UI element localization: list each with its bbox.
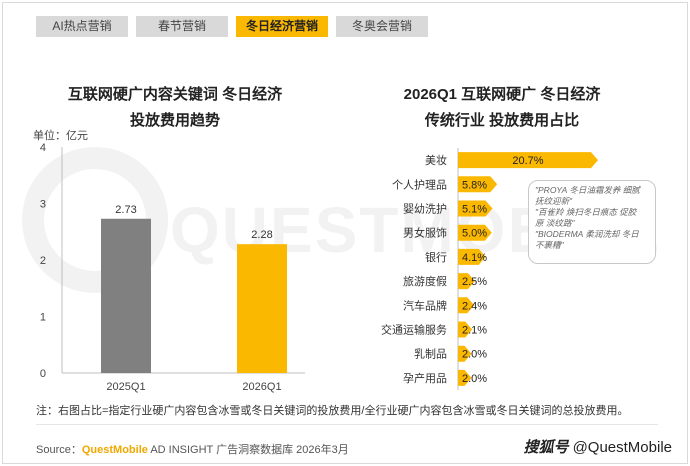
- hbar-美妆: [458, 152, 598, 169]
- hbar-婴幼洗护: [458, 200, 493, 217]
- left-chart-unit: 单位：亿元: [33, 130, 88, 142]
- hbar-value-label: 2.0%: [462, 349, 487, 361]
- right-chart-title-line2: 传统行业 投放费用占比: [424, 112, 580, 129]
- hbar-value-label: 2.4%: [462, 300, 487, 312]
- category-label: 婴幼洗护: [403, 202, 447, 216]
- hbar-value-label: 20.7%: [512, 155, 543, 167]
- hbar-value-label: 2.0%: [462, 373, 487, 385]
- publisher-logo: 搜狐号 @QuestMobile: [524, 436, 672, 457]
- right-chart-title: 2026Q1 互联网硬广 冬日经济 传统行业 投放费用占比: [372, 82, 632, 134]
- hbar-男女服饰: [458, 224, 492, 241]
- hbar-value-label: 2.1%: [462, 325, 487, 337]
- logo-mark: 搜狐号: [523, 439, 569, 456]
- hbar-孕产用品: [458, 369, 472, 386]
- hbar-银行: [458, 248, 486, 265]
- y-tick-label: 2: [40, 255, 46, 267]
- category-label: 美妆: [425, 154, 447, 167]
- hbar-汽车品牌: [458, 297, 475, 314]
- hbar-乳制品: [458, 345, 472, 362]
- left-chart-title-line2: 投放费用趋势: [129, 112, 220, 129]
- hbar-旅游度假: [458, 273, 475, 290]
- left-chart-title-line1: 互联网硬广内容关键词 冬日经济: [67, 86, 283, 103]
- y-tick-label: 4: [40, 142, 46, 154]
- category-label: 银行: [425, 250, 447, 264]
- bar-value-label: 2.28: [251, 229, 272, 241]
- category-label: 孕产用品: [403, 371, 447, 385]
- hbar-value-label: 5.8%: [462, 179, 487, 191]
- bar-value-label: 2.73: [115, 204, 136, 216]
- x-tick-label: 2026Q1: [242, 381, 281, 393]
- y-tick-label: 1: [40, 312, 46, 324]
- brand-callout: "PROYA 冬日油霜发养 细腻 抚纹迎新" "百雀羚 焕扫冬日痕态 促胶 原 …: [528, 180, 656, 264]
- source-prefix: Source：: [36, 444, 82, 456]
- callout-line: "百雀羚 焕扫冬日痕态 促胶: [535, 207, 637, 217]
- tab-bar: AI热点营销 春节营销 冬日经济营销 冬奥会营销: [36, 16, 428, 37]
- tab-ai-marketing[interactable]: AI热点营销: [36, 16, 128, 37]
- tab-winter-olympics[interactable]: 冬奥会营销: [336, 16, 428, 37]
- category-label: 旅游度假: [403, 274, 447, 288]
- right-chart-title-line1: 2026Q1 互联网硬广 冬日经济: [403, 86, 601, 103]
- source-text: AD INSIGHT 广告洞察数据库 2026年3月: [147, 444, 349, 456]
- footer-divider: [36, 424, 658, 425]
- x-tick-label: 2025Q1: [106, 381, 145, 393]
- hbar-value-label: 2.5%: [462, 276, 487, 288]
- category-label: 汽车品牌: [403, 298, 447, 312]
- y-tick-label: 3: [40, 199, 46, 211]
- source-line: Source：QuestMobile AD INSIGHT 广告洞察数据库 20…: [36, 441, 349, 457]
- bar-2026Q1: [237, 244, 287, 373]
- hbar-交通运输服务: [458, 321, 473, 338]
- hbar-value-label: 5.0%: [462, 228, 487, 240]
- hbar-value-label: 4.1%: [462, 252, 487, 264]
- tab-winter-economy[interactable]: 冬日经济营销: [236, 16, 328, 37]
- source-brand: QuestMobile: [81, 444, 148, 456]
- callout-line: 原 淡纹路": [535, 218, 575, 228]
- category-label: 男女服饰: [403, 226, 447, 240]
- callout-line: 抚纹迎新": [535, 196, 573, 206]
- left-chart-title: 互联网硬广内容关键词 冬日经济 投放费用趋势: [40, 82, 310, 134]
- logo-handle: @QuestMobile: [572, 439, 672, 456]
- tab-spring-festival[interactable]: 春节营销: [136, 16, 228, 37]
- bar-2025Q1: [101, 218, 151, 373]
- hbar-个人护理品: [458, 176, 498, 193]
- callout-line: "BIODERMA 柔润洗却 冬日: [535, 229, 639, 239]
- hbar-value-label: 5.1%: [462, 204, 487, 216]
- category-label: 乳制品: [414, 348, 447, 361]
- y-tick-label: 0: [40, 368, 46, 380]
- callout-line: "PROYA 冬日油霜发养 细腻: [535, 185, 640, 195]
- category-label: 个人护理品: [392, 177, 447, 191]
- footnote: 注：右图占比=指定行业硬广内容包含冰雪或冬日关键词的投放费用/全行业硬广内容包含…: [36, 405, 629, 417]
- category-label: 交通运输服务: [381, 323, 447, 337]
- callout-line: 不裹糟": [535, 240, 564, 250]
